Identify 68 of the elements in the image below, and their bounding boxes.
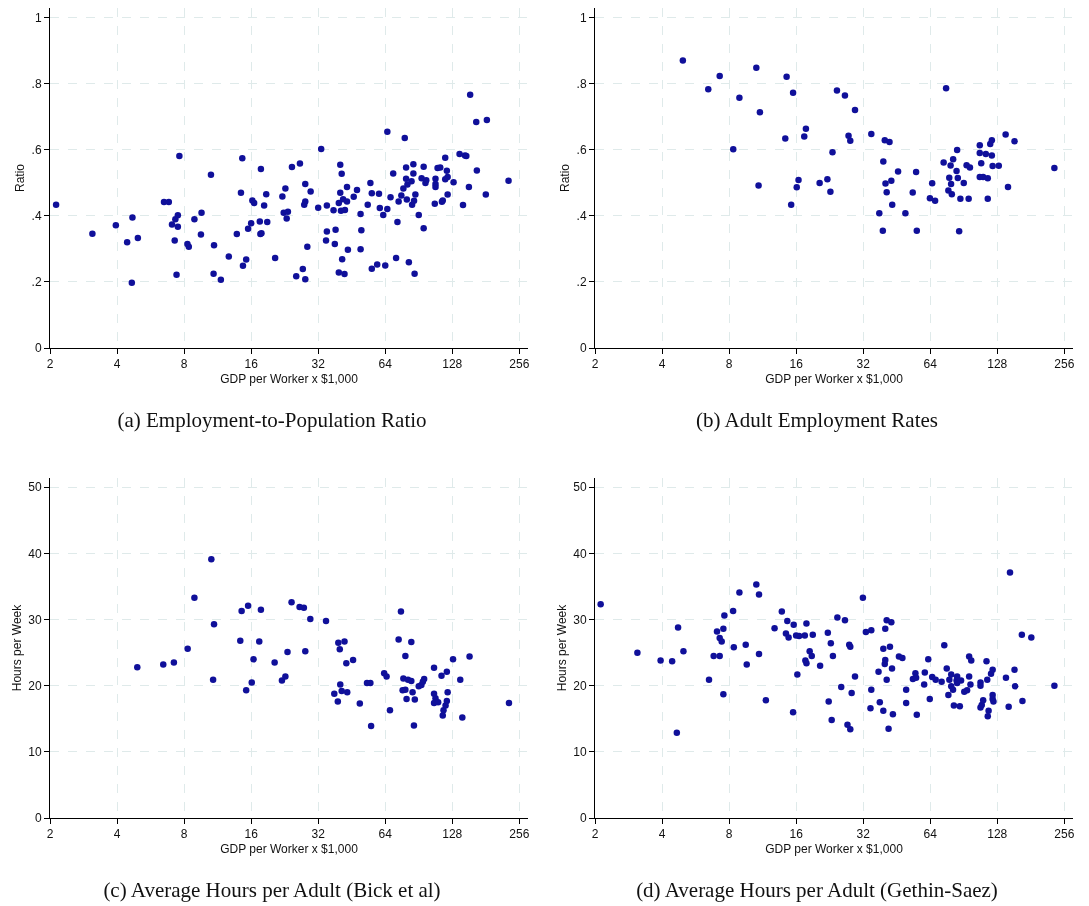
y-tick-label: .2 [576, 275, 587, 290]
x-tick-label: 8 [180, 357, 188, 372]
x-tick-label: 32 [856, 827, 871, 842]
y-tick-label: .4 [576, 209, 587, 224]
y-axis-title: Ratio [557, 163, 572, 193]
x-tick-label: 8 [725, 357, 733, 372]
x-tick-label: 16 [244, 357, 259, 372]
x-tick-label: 2 [46, 827, 54, 842]
x-tick-label: 256 [509, 357, 530, 372]
y-tick-label: 10 [28, 745, 42, 760]
x-tick-label: 16 [789, 357, 804, 372]
text: (d) Average Hours per Adult (Gethin-Saez) [635, 878, 999, 903]
x-tick-label: 128 [987, 357, 1008, 372]
y-tick-label: 1 [579, 11, 587, 26]
y-tick-label: 30 [573, 612, 587, 627]
y-tick-label: 0 [34, 811, 42, 826]
x-tick-label: 2 [46, 357, 54, 372]
x-tick-label: 128 [442, 357, 463, 372]
x-axis-title: GDP per Worker x $1,000 [765, 842, 904, 857]
y-tick-label: 40 [573, 546, 587, 561]
y-tick-label: .8 [31, 77, 42, 92]
y-axis-title: Ratio [12, 163, 27, 193]
x-tick-label: 2 [591, 827, 599, 842]
x-axis-title: GDP per Worker x $1,000 [220, 372, 359, 387]
x-tick-label: 8 [725, 827, 733, 842]
x-tick-label: 8 [180, 827, 188, 842]
y-tick-label: 0 [579, 341, 587, 356]
x-tick-label: 4 [658, 357, 666, 372]
x-tick-label: 16 [789, 827, 804, 842]
x-tick-label: 16 [244, 827, 259, 842]
y-tick-label: .6 [31, 143, 42, 158]
x-tick-label: 128 [987, 827, 1008, 842]
y-tick-label: 30 [28, 612, 42, 627]
x-tick-label: 64 [378, 827, 393, 842]
x-tick-label: 256 [509, 827, 530, 842]
y-axis-title: Hours per Week [554, 603, 569, 692]
y-tick-label: .6 [576, 143, 587, 158]
y-tick-label: .8 [576, 77, 587, 92]
x-tick-label: 64 [923, 827, 938, 842]
y-tick-label: 20 [573, 678, 587, 693]
y-tick-label: .4 [31, 209, 42, 224]
x-tick-label: 4 [113, 357, 121, 372]
text: (c) Average Hours per Adult (Bick et al) [102, 878, 442, 903]
y-tick-label: 10 [573, 745, 587, 760]
y-tick-label: 50 [28, 480, 42, 495]
x-tick-label: 128 [442, 827, 463, 842]
y-tick-label: .2 [31, 275, 42, 290]
x-tick-label: 64 [378, 357, 393, 372]
x-tick-label: 4 [658, 827, 666, 842]
x-tick-label: 2 [591, 357, 599, 372]
text: (b) Adult Employment Rates [694, 408, 940, 433]
x-tick-label: 64 [923, 357, 938, 372]
text: (a) Employment-to-Population Ratio [116, 408, 428, 433]
y-tick-label: 50 [573, 480, 587, 495]
x-axis-title: GDP per Worker x $1,000 [220, 842, 359, 857]
y-tick-label: 40 [28, 546, 42, 561]
x-tick-label: 32 [311, 827, 326, 842]
y-tick-label: 0 [34, 341, 42, 356]
x-tick-label: 256 [1054, 357, 1075, 372]
x-tick-label: 32 [311, 357, 326, 372]
y-tick-label: 0 [579, 811, 587, 826]
x-axis-title: GDP per Worker x $1,000 [765, 372, 904, 387]
x-tick-label: 4 [113, 827, 121, 842]
y-tick-label: 20 [28, 678, 42, 693]
x-tick-label: 256 [1054, 827, 1075, 842]
x-tick-label: 32 [856, 357, 871, 372]
y-axis-title: Hours per Week [9, 603, 24, 692]
y-tick-label: 1 [34, 11, 42, 26]
